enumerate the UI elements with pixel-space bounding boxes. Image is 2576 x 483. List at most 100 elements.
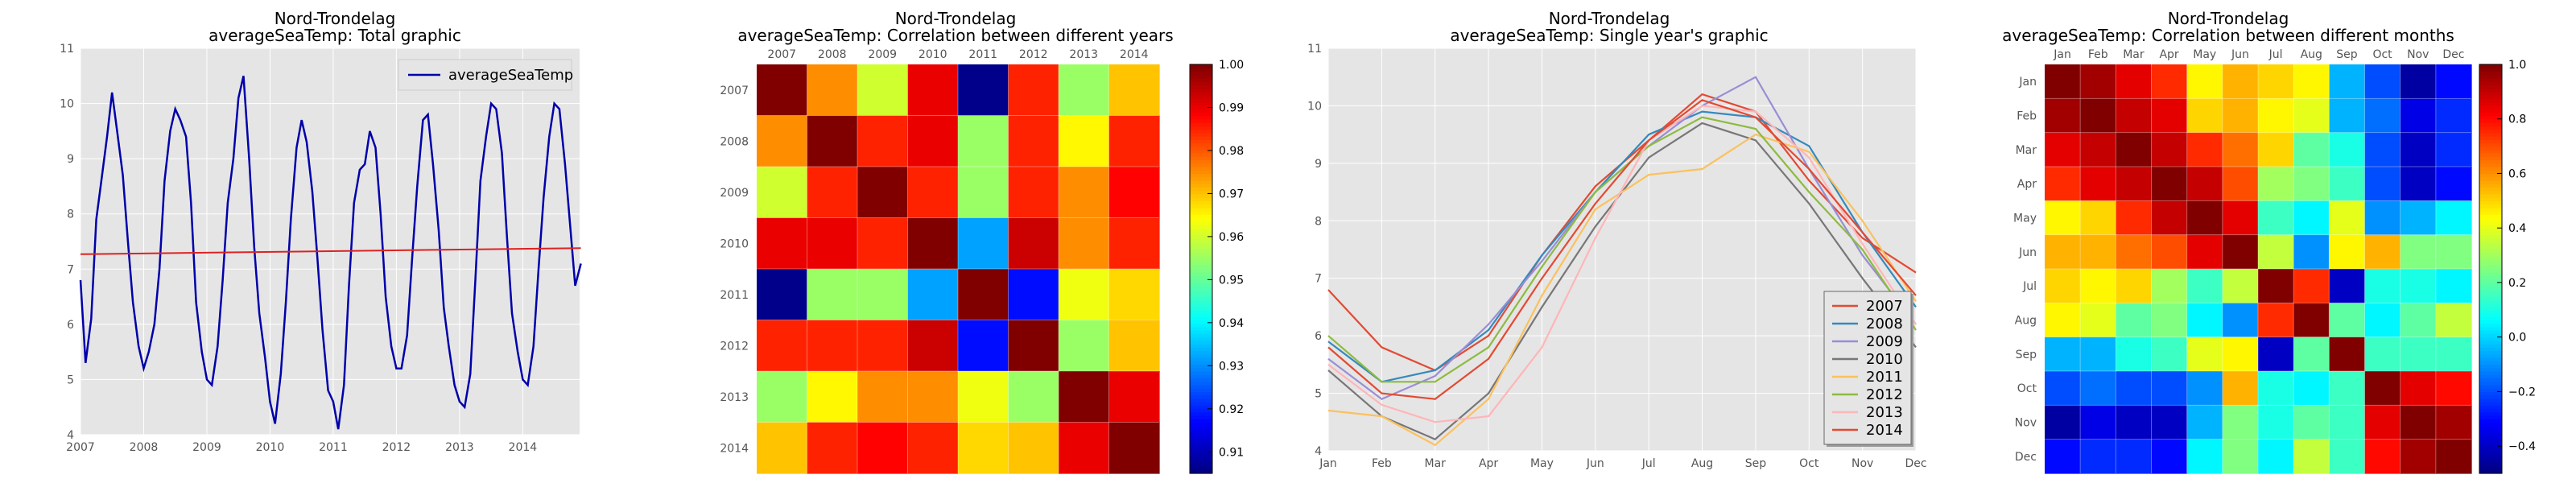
trend-line: [80, 247, 581, 255]
heatmap-cell: [2435, 234, 2472, 270]
colorbar-segment: [2479, 258, 2502, 263]
colorbar-segment: [1190, 228, 1212, 233]
y-tick-label: 6: [67, 319, 74, 332]
heatmap-cell: [857, 217, 909, 270]
heatmap-cell: [2045, 336, 2081, 372]
heatmap-cell: [2186, 200, 2223, 236]
colorbar-segment: [1190, 463, 1212, 468]
x-tick-label: Aug: [1691, 457, 1713, 470]
heatmap-cell: [2435, 98, 2472, 134]
colorbar-segment: [2479, 184, 2502, 188]
colorbar-tick-label: 0.98: [1219, 145, 1244, 158]
heatmap-cell: [2400, 200, 2437, 236]
colorbar-segment: [1190, 303, 1212, 308]
heatmap-cell: [2045, 371, 2081, 406]
heatmap-cell: [2045, 405, 2081, 440]
heatmap-cell: [2400, 439, 2437, 474]
colorbar-segment: [2479, 460, 2502, 464]
colorbar-segment: [1190, 323, 1212, 328]
column-label: Apr: [2159, 48, 2178, 61]
y-tick-label: 11: [1307, 43, 1322, 56]
colorbar-segment: [1190, 221, 1212, 225]
colorbar-segment: [1190, 197, 1212, 201]
colorbar-segment: [1190, 122, 1212, 126]
colorbar-segment: [1190, 347, 1212, 352]
colorbar-segment: [2479, 402, 2502, 406]
y-tick-label: 4: [1315, 445, 1322, 458]
heatmap-cell: [2293, 336, 2330, 372]
heatmap-cell: [857, 371, 909, 423]
heatmap-cell: [958, 371, 1009, 423]
colorbar-segment: [2479, 411, 2502, 416]
colorbar-segment: [2479, 176, 2502, 181]
total-graphic-chart: Nord-Trondelag averageSeaTemp: Total gra…: [60, 9, 582, 454]
colorbar-segment: [1190, 309, 1212, 314]
heatmap-cell: [2435, 371, 2472, 406]
row-label: Aug: [2015, 315, 2037, 328]
colorbar-tick-label: 1.00: [1219, 59, 1244, 72]
heatmap-cell: [2258, 336, 2294, 372]
colorbar-segment: [1190, 405, 1212, 410]
colorbar-segment: [1190, 402, 1212, 406]
row-label: Mar: [2016, 144, 2037, 157]
chart-subtitle: averageSeaTemp: Correlation between diff…: [737, 26, 1173, 45]
column-label: Jan: [2053, 48, 2071, 61]
heatmap-cell: [1108, 217, 1160, 270]
colorbar-segment: [1190, 163, 1212, 167]
colorbar-segment: [2479, 245, 2502, 250]
heatmap-cell: [1059, 320, 1110, 372]
colorbar-segment: [1190, 436, 1212, 440]
heatmap-cell: [2293, 439, 2330, 474]
colorbar-segment: [2479, 255, 2502, 259]
y-tick-label: 5: [1315, 388, 1322, 401]
heatmap-cell: [2116, 405, 2153, 440]
colorbar-segment: [2479, 286, 2502, 290]
heatmap-cell: [2080, 234, 2116, 270]
row-label: Jul: [2022, 280, 2037, 293]
colorbar-segment: [2479, 242, 2502, 246]
heatmap-cell: [857, 115, 909, 167]
column-label: 2011: [968, 48, 997, 61]
colorbar-segment: [1190, 428, 1212, 433]
column-label: Nov: [2407, 48, 2429, 61]
heatmap-cell: [757, 217, 808, 270]
colorbar-segment: [1190, 336, 1212, 341]
heatmap-cell: [2080, 405, 2116, 440]
heatmap-cell: [2116, 371, 2153, 406]
chart-title: Nord-Trondelag: [895, 9, 1017, 28]
colorbar-segment: [1190, 98, 1212, 103]
colorbar-segment: [2479, 190, 2502, 195]
colorbar-tick-label: 0.92: [1219, 403, 1244, 416]
colorbar-segment: [1190, 258, 1212, 263]
heatmap-cell: [2258, 371, 2294, 406]
colorbar-segment: [1190, 326, 1212, 331]
colorbar-segment: [2479, 408, 2502, 413]
colorbar-segment: [1190, 371, 1212, 375]
heatmap-cell: [2329, 336, 2366, 372]
heatmap-cell: [1008, 217, 1059, 270]
heatmap-cell: [2080, 303, 2116, 338]
heatmap-cell: [2116, 98, 2153, 134]
colorbar-segment: [2479, 231, 2502, 236]
heatmap-cell: [857, 64, 909, 117]
colorbar-segment: [1190, 139, 1212, 143]
colorbar-segment: [2479, 279, 2502, 283]
column-label: Mar: [2123, 48, 2145, 61]
heatmap-cell: [2222, 303, 2259, 338]
colorbar-segment: [2479, 384, 2502, 389]
heatmap-cell: [2116, 336, 2153, 372]
colorbar-segment: [2479, 262, 2502, 266]
colorbar-segment: [1190, 378, 1212, 382]
heatmap-cell: [907, 64, 959, 117]
heatmap-cell: [2186, 269, 2223, 303]
heatmap-cell: [2435, 132, 2472, 167]
heatmap-cell: [907, 167, 959, 219]
row-label: Apr: [2017, 178, 2037, 191]
colorbar-segment: [1190, 193, 1212, 198]
heatmap-cell: [2435, 336, 2472, 372]
colorbar-segment: [2479, 200, 2502, 205]
x-tick-label: Feb: [1372, 457, 1392, 470]
heatmap-cell: [2045, 167, 2081, 201]
colorbar-tick-label: 0.96: [1219, 231, 1244, 244]
